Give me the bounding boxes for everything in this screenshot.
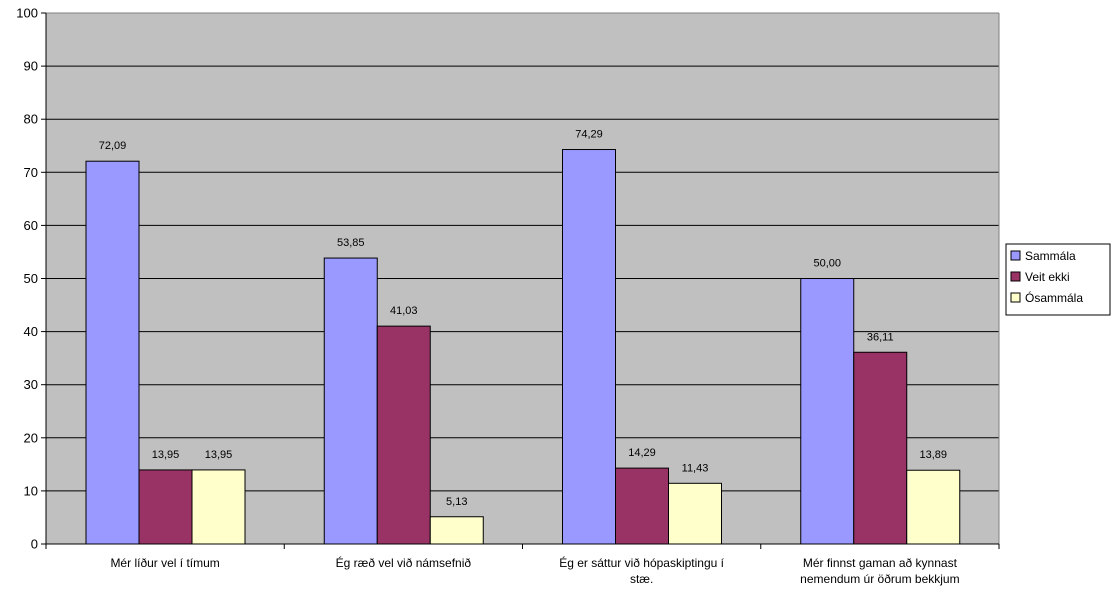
legend-box xyxy=(1005,243,1111,316)
bar xyxy=(85,160,140,545)
bar xyxy=(191,469,246,545)
bar xyxy=(562,149,616,545)
data-label: 13,95 xyxy=(205,449,233,461)
bar xyxy=(906,469,961,545)
data-label: 5,13 xyxy=(446,496,467,508)
legend-swatch xyxy=(1010,271,1021,282)
data-labels: 72,09 53,85 74,29 50,00 13,95 41,03 14,29 36,11… xyxy=(99,129,947,508)
bar xyxy=(615,467,669,545)
data-label: 50,00 xyxy=(813,258,841,270)
data-label: 13,89 xyxy=(919,449,947,461)
data-label: 74,29 xyxy=(575,129,603,141)
data-label: 11,43 xyxy=(682,462,709,474)
x-tick-label: Mér finnst gaman að kynnast xyxy=(803,556,958,570)
bars xyxy=(85,149,961,545)
y-tick-label: 40 xyxy=(24,324,38,339)
y-tick-label: 50 xyxy=(24,271,38,286)
y-tick-label: 90 xyxy=(24,59,38,74)
x-tick-label: stæ. xyxy=(630,572,653,586)
legend-label: Sammála xyxy=(1025,249,1076,263)
data-label: 14,29 xyxy=(628,447,656,459)
y-tick-label: 20 xyxy=(24,430,38,445)
y-tick-label: 10 xyxy=(24,483,38,498)
bar xyxy=(376,325,431,545)
legend: Sammála Veit ekki Ósammála xyxy=(1005,243,1111,316)
axes: 0 10 20 30 40 50 60 70 80 90 100 Mér líður vel í tí… xyxy=(16,6,1000,586)
data-label: 53,85 xyxy=(337,237,365,249)
y-tick-label: 0 xyxy=(31,537,38,552)
bar xyxy=(668,482,722,545)
legend-swatch xyxy=(1010,250,1021,261)
x-tick-label: Mér líður vel í tímum xyxy=(110,556,219,570)
bar xyxy=(323,257,378,545)
bar xyxy=(853,351,908,545)
x-tick-label: Ég ræð vel við námsefnið xyxy=(336,555,472,570)
data-label: 72,09 xyxy=(99,140,127,152)
data-label: 13,95 xyxy=(152,449,180,461)
bar xyxy=(429,516,484,545)
x-tick-label: nemendum úr öðrum bekkjum xyxy=(800,572,959,586)
bar xyxy=(138,469,193,545)
y-tick-label: 100 xyxy=(16,6,38,21)
data-label: 41,03 xyxy=(390,305,418,317)
legend-swatch xyxy=(1010,292,1021,303)
y-tick-label: 30 xyxy=(24,377,38,392)
y-tick-label: 80 xyxy=(24,112,38,127)
y-tick-label: 60 xyxy=(24,218,38,233)
legend-label: Veit ekki xyxy=(1025,270,1070,284)
legend-label: Ósammála xyxy=(1025,290,1083,305)
bar xyxy=(800,278,855,545)
data-label: 36,11 xyxy=(867,331,894,343)
y-tick-label: 70 xyxy=(24,165,38,180)
x-tick-label: Ég er sáttur við hópaskiptingu í xyxy=(559,555,724,570)
